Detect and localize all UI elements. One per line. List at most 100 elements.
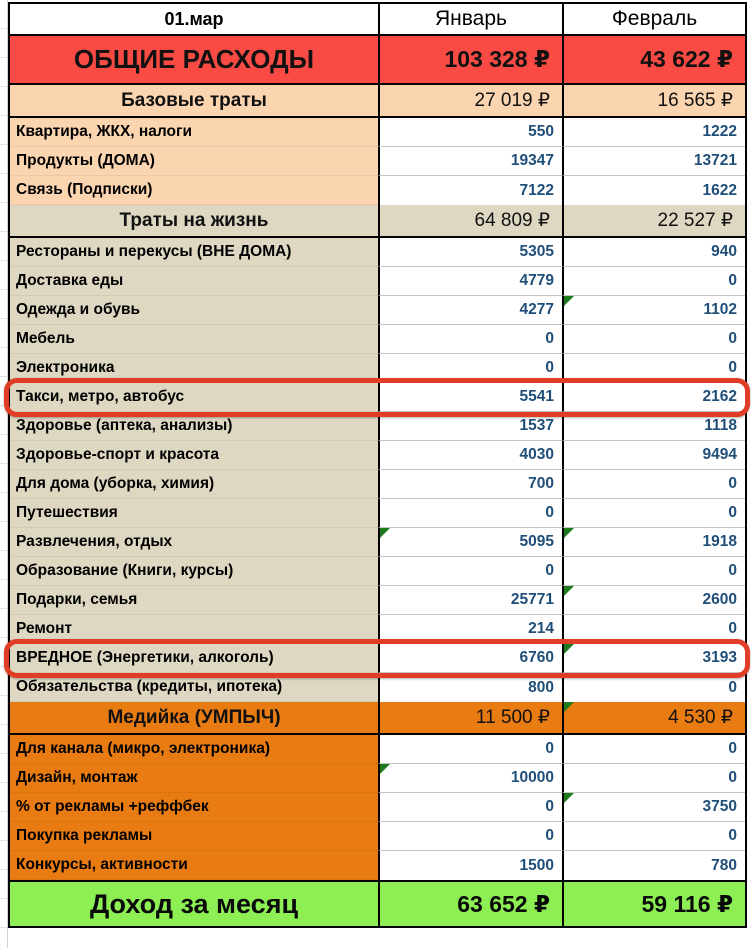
section-base-jan[interactable]: 27 019 ₽ [378,85,562,116]
income-label[interactable]: Доход за месяц [89,888,299,919]
income-feb[interactable]: 59 116 ₽ [562,882,745,926]
date-cell[interactable]: 01.мар [164,8,224,29]
jan-value[interactable]: 0 [378,735,562,764]
section-life-feb[interactable]: 22 527 ₽ [562,205,745,236]
row-label[interactable]: ВРЕДНОЕ (Энергетики, алкоголь) [10,644,378,673]
feb-value[interactable]: 9494 [562,441,745,470]
feb-value[interactable]: 0 [562,470,745,499]
feb-value[interactable]: 13721 [562,147,745,176]
jan-value[interactable]: 0 [378,822,562,851]
feb-value[interactable]: 2162 [562,383,745,412]
jan-value[interactable]: 4277 [378,296,562,325]
table-row: Образование (Книги, курсы) 0 0 [10,557,745,586]
jan-value[interactable]: 25771 [378,586,562,615]
feb-value[interactable]: 0 [562,673,745,702]
feb-value[interactable]: 0 [562,615,745,644]
jan-value[interactable]: 4779 [378,267,562,296]
row-label[interactable]: Обязательства (кредиты, ипотека) [10,673,378,702]
row-label[interactable]: Покупка рекламы [10,822,378,851]
section-life-jan[interactable]: 64 809 ₽ [378,205,562,236]
feb-value[interactable]: 1118 [562,412,745,441]
row-label[interactable]: Доставка еды [10,267,378,296]
jan-value[interactable]: 0 [378,325,562,354]
row-label[interactable]: % от рекламы +реффбек [10,793,378,822]
table-row-highlighted-vrednoe: ВРЕДНОЕ (Энергетики, алкоголь) 6760 3193 [4,639,750,678]
row-label[interactable]: Для дома (уборка, химия) [10,470,378,499]
cell-flag-icon [380,764,390,774]
row-label[interactable]: Конкурсы, активности [10,851,378,880]
feb-value[interactable]: 0 [562,822,745,851]
row-label[interactable]: Для канала (микро, электроника) [10,735,378,764]
total-expenses-label[interactable]: ОБЩИЕ РАСХОДЫ [73,44,315,74]
row-label[interactable]: Здоровье-спорт и красота [10,441,378,470]
jan-value[interactable]: 1500 [378,851,562,880]
feb-value[interactable]: 0 [562,354,745,383]
feb-value[interactable]: 1918 [562,528,745,557]
jan-value[interactable]: 5305 [378,238,562,267]
section-media-jan[interactable]: 11 500 ₽ [378,702,562,733]
jan-value[interactable]: 0 [378,557,562,586]
jan-value[interactable]: 0 [378,499,562,528]
jan-value[interactable]: 5095 [378,528,562,557]
feb-value[interactable]: 2600 [562,586,745,615]
feb-value[interactable]: 3750 [562,793,745,822]
feb-value[interactable]: 0 [562,325,745,354]
section-media-feb[interactable]: 4 530 ₽ [562,702,745,733]
feb-value[interactable]: 0 [562,499,745,528]
feb-value[interactable]: 0 [562,267,745,296]
row-label[interactable]: Квартира, ЖКХ, налоги [10,118,378,147]
jan-value[interactable]: 5541 [378,383,562,412]
jan-value[interactable]: 6760 [378,644,562,673]
feb-value[interactable]: 3193 [562,644,745,673]
row-label[interactable]: Такси, метро, автобус [10,383,378,412]
section-base-feb[interactable]: 16 565 ₽ [562,85,745,116]
section-base-label[interactable]: Базовые траты [121,89,267,111]
table-row: Здоровье-спорт и красота 4030 9494 [10,441,745,470]
section-media-label[interactable]: Медийка (УМПЫЧ) [107,706,281,728]
cell-flag-icon [380,528,390,538]
jan-value[interactable]: 0 [378,354,562,383]
row-label[interactable]: Подарки, семья [10,586,378,615]
jan-value[interactable]: 19347 [378,147,562,176]
jan-value[interactable]: 0 [378,793,562,822]
month-feb-header[interactable]: Февраль [562,4,745,34]
feb-value[interactable]: 780 [562,851,745,880]
feb-value[interactable]: 0 [562,735,745,764]
jan-value[interactable]: 800 [378,673,562,702]
table-row: Подарки, семья 25771 2600 [10,586,745,615]
row-label[interactable]: Ремонт [10,615,378,644]
cell-flag-icon [564,793,574,803]
jan-value[interactable]: 214 [378,615,562,644]
total-expenses-jan[interactable]: 103 328 ₽ [378,36,562,83]
jan-value[interactable]: 7122 [378,176,562,205]
total-expenses-feb[interactable]: 43 622 ₽ [562,36,745,83]
row-label[interactable]: Одежда и обувь [10,296,378,325]
income-jan[interactable]: 63 652 ₽ [378,882,562,926]
month-jan-header[interactable]: Январь [378,4,562,34]
expense-table: 01.мар Январь Февраль ОБЩИЕ РАСХОДЫ 103 … [4,2,750,928]
cell-flag-icon [564,586,574,596]
row-label[interactable]: Продукты (ДОМА) [10,147,378,176]
jan-value[interactable]: 4030 [378,441,562,470]
row-label[interactable]: Электроника [10,354,378,383]
row-label[interactable]: Мебель [10,325,378,354]
jan-value[interactable]: 550 [378,118,562,147]
jan-value[interactable]: 700 [378,470,562,499]
row-label[interactable]: Рестораны и перекусы (ВНЕ ДОМА) [10,238,378,267]
feb-value[interactable]: 0 [562,557,745,586]
row-label[interactable]: Здоровье (аптека, анализы) [10,412,378,441]
feb-value[interactable]: 0 [562,764,745,793]
feb-value[interactable]: 1102 [562,296,745,325]
feb-value[interactable]: 1622 [562,176,745,205]
feb-value[interactable]: 1222 [562,118,745,147]
jan-value[interactable]: 1537 [378,412,562,441]
row-label[interactable]: Образование (Книги, курсы) [10,557,378,586]
row-label[interactable]: Путешествия [10,499,378,528]
feb-value[interactable]: 940 [562,238,745,267]
section-life-label[interactable]: Траты на жизнь [119,209,269,231]
row-label[interactable]: Дизайн, монтаж [10,764,378,793]
jan-value[interactable]: 10000 [378,764,562,793]
table-row: Рестораны и перекусы (ВНЕ ДОМА) 5305 940 [10,238,745,267]
row-label[interactable]: Развлечения, отдых [10,528,378,557]
row-label[interactable]: Связь (Подписки) [10,176,378,205]
